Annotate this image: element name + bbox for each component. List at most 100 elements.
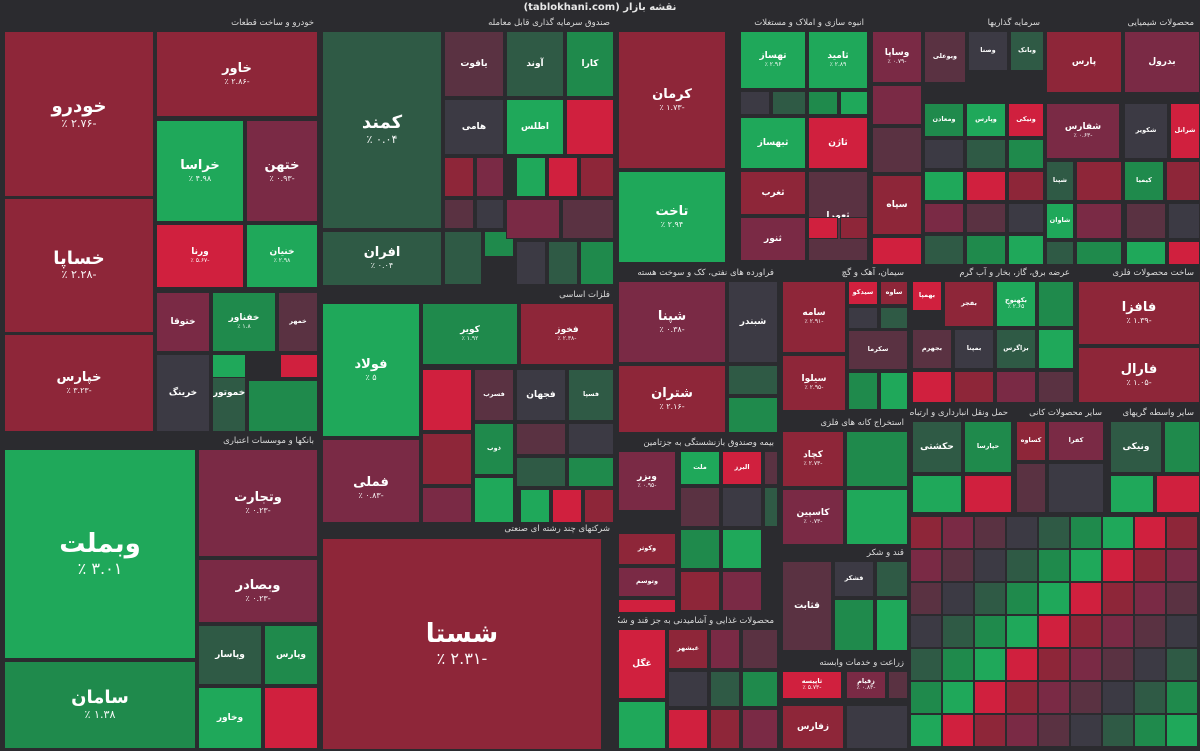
stock-tile[interactable]: بمپنا (954, 329, 994, 369)
stock-tile[interactable] (1134, 648, 1166, 681)
stock-tile[interactable]: وساپا -۰.۷۹ ٪ (872, 31, 922, 83)
stock-tile[interactable] (618, 701, 666, 749)
stock-tile[interactable] (516, 457, 566, 487)
stock-tile[interactable] (580, 241, 614, 285)
stock-tile[interactable] (846, 489, 908, 545)
stock-tile[interactable] (1006, 582, 1038, 615)
stock-tile[interactable]: ونیکی (1110, 421, 1162, 473)
stock-tile[interactable] (444, 199, 474, 229)
stock-tile[interactable] (996, 371, 1036, 403)
stock-tile[interactable] (924, 203, 964, 233)
stock-tile[interactable]: بهمپا (912, 281, 942, 311)
stock-tile[interactable]: وپارس (264, 625, 318, 685)
stock-tile[interactable]: ثامید ۲.۸۹ ٪ (808, 31, 868, 89)
stock-tile[interactable] (280, 354, 318, 378)
stock-tile[interactable]: فسرب (474, 369, 514, 421)
stock-tile[interactable]: کمند ۰.۰۴ ٪ (322, 31, 442, 229)
stock-tile[interactable] (568, 457, 614, 487)
stock-tile[interactable] (1102, 582, 1134, 615)
stock-tile[interactable]: وصنا (968, 31, 1008, 71)
stock-tile[interactable]: سامه -۲.۹۱ ٪ (782, 281, 846, 353)
stock-tile[interactable] (1134, 681, 1166, 714)
stock-tile[interactable] (910, 681, 942, 714)
stock-tile[interactable] (974, 516, 1006, 549)
stock-tile[interactable] (1038, 615, 1070, 648)
stock-tile[interactable] (974, 681, 1006, 714)
stock-tile[interactable] (1070, 516, 1102, 549)
stock-tile[interactable] (834, 599, 874, 651)
stock-tile[interactable] (722, 529, 762, 569)
stock-tile[interactable]: سیدکو (848, 281, 878, 305)
stock-tile[interactable]: ومعادن (924, 103, 964, 137)
stock-tile[interactable] (248, 380, 318, 432)
stock-tile[interactable]: خودرو -۲.۷۶ ٪ (4, 31, 154, 197)
stock-tile[interactable] (506, 199, 560, 239)
stock-tile[interactable] (1070, 549, 1102, 582)
stock-tile[interactable]: وپارس (966, 103, 1006, 137)
stock-tile[interactable] (212, 354, 246, 378)
stock-tile[interactable]: بجهرم (912, 329, 952, 369)
stock-tile[interactable] (912, 475, 962, 513)
stock-tile[interactable] (840, 217, 868, 239)
stock-tile[interactable]: شکویر (1124, 103, 1168, 159)
stock-tile[interactable] (964, 475, 1012, 513)
stock-tile[interactable] (846, 705, 908, 749)
stock-tile[interactable] (1076, 241, 1122, 265)
stock-tile[interactable] (742, 709, 778, 749)
stock-tile[interactable] (924, 235, 964, 265)
stock-tile[interactable]: فسپا (568, 369, 614, 421)
stock-tile[interactable] (808, 91, 838, 115)
stock-tile[interactable]: فافزا -۱.۳۹ ٪ (1078, 281, 1200, 345)
stock-tile[interactable] (1076, 203, 1122, 239)
stock-tile[interactable] (942, 648, 974, 681)
stock-tile[interactable] (548, 157, 578, 197)
stock-tile[interactable] (974, 648, 1006, 681)
stock-tile[interactable] (910, 615, 942, 648)
stock-tile[interactable] (1134, 615, 1166, 648)
stock-tile[interactable]: اطلس (506, 99, 564, 155)
stock-tile[interactable] (876, 561, 908, 597)
stock-tile[interactable] (764, 451, 778, 485)
stock-tile[interactable] (1168, 203, 1200, 239)
stock-tile[interactable] (1102, 681, 1134, 714)
stock-tile[interactable]: خپارس -۳.۲۳ ٪ (4, 334, 154, 432)
stock-tile[interactable] (1110, 475, 1154, 513)
stock-tile[interactable] (942, 714, 974, 747)
stock-tile[interactable] (552, 489, 582, 523)
stock-tile[interactable]: خفناور ۱.۸ ٪ (212, 292, 276, 352)
stock-tile[interactable] (910, 714, 942, 747)
stock-tile[interactable]: قثابت (782, 561, 832, 651)
stock-tile[interactable]: فخوز -۲.۳۸ ٪ (520, 303, 614, 365)
stock-tile[interactable] (1038, 329, 1074, 369)
stock-tile[interactable] (1166, 648, 1198, 681)
stock-tile[interactable] (910, 582, 942, 615)
stock-tile[interactable]: فجهان (516, 369, 566, 421)
stock-tile[interactable]: فملی -۰.۸۳ ٪ (322, 439, 420, 538)
stock-tile[interactable] (1076, 161, 1122, 201)
stock-tile[interactable] (966, 203, 1006, 233)
stock-tile[interactable] (764, 487, 778, 527)
stock-tile[interactable]: آوند (506, 31, 564, 97)
stock-tile[interactable]: غبشهر (668, 629, 708, 669)
stock-tile[interactable] (880, 372, 908, 410)
stock-tile[interactable] (848, 307, 878, 329)
stock-tile[interactable] (1166, 681, 1198, 714)
stock-tile[interactable] (680, 529, 720, 569)
stock-tile[interactable]: شبندر (728, 281, 778, 363)
stock-tile[interactable]: تاخت ۲.۹۴ ٪ (618, 171, 726, 263)
stock-tile[interactable]: ثعمرا (808, 171, 868, 261)
stock-tile[interactable] (1008, 171, 1044, 201)
stock-tile[interactable]: ملت (680, 451, 720, 485)
stock-tile[interactable] (1102, 648, 1134, 681)
stock-tile[interactable]: کرمان -۱.۷۳ ٪ (618, 31, 726, 169)
stock-tile[interactable] (942, 615, 974, 648)
stock-tile[interactable] (1006, 516, 1038, 549)
stock-tile[interactable] (1102, 615, 1134, 648)
stock-tile[interactable]: زقیام -۰.۸۳ ٪ (846, 671, 886, 699)
stock-tile[interactable] (974, 714, 1006, 747)
stock-tile[interactable]: وبانک (1010, 31, 1044, 71)
stock-tile[interactable]: تهساز ۲.۹۶ ٪ (740, 31, 806, 89)
stock-tile[interactable] (846, 431, 908, 487)
stock-tile[interactable] (1156, 475, 1200, 513)
stock-tile[interactable]: خنیان ۲.۹۸ ٪ (246, 224, 318, 288)
